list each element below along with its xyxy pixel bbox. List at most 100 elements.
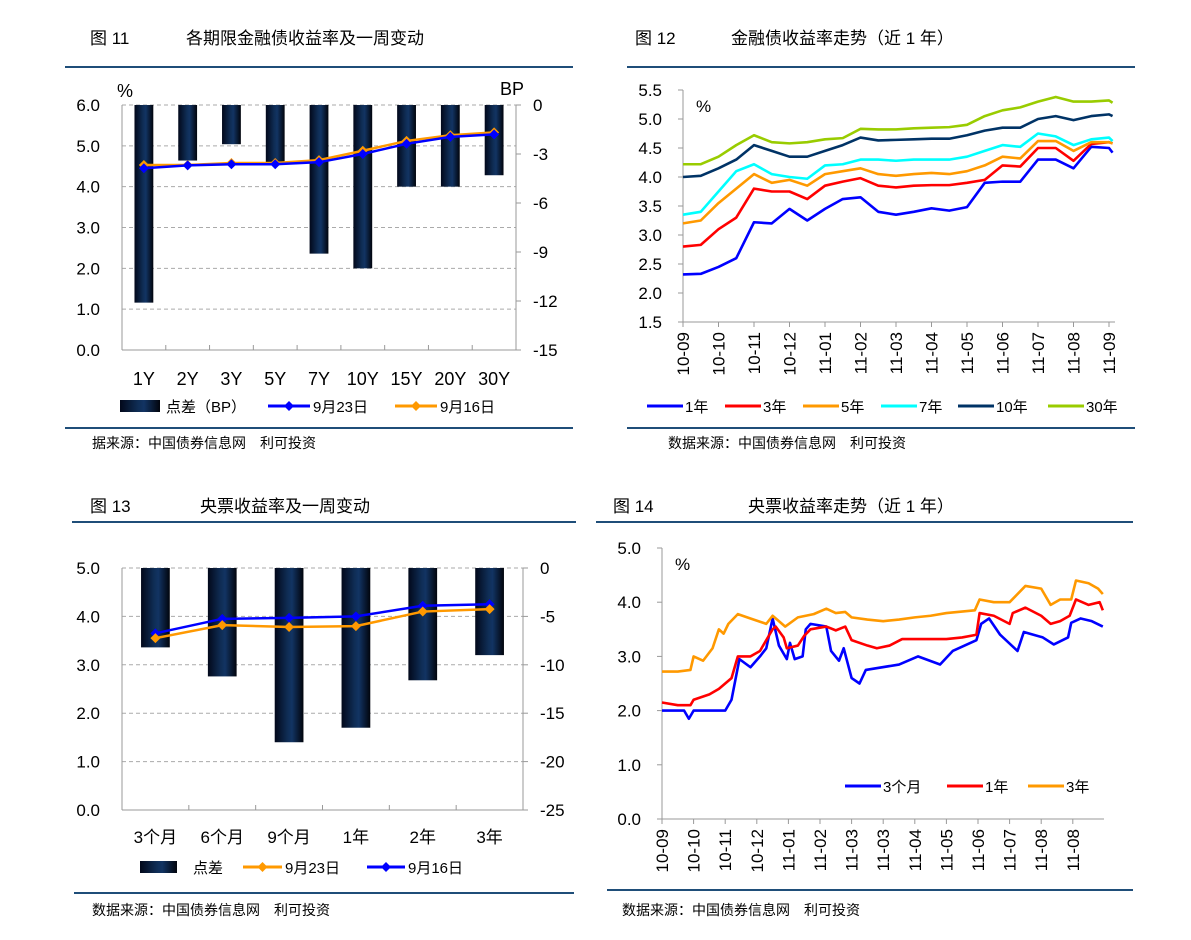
figure-12-source-rule — [627, 427, 1135, 429]
x-tick-label: 10-10 — [710, 332, 729, 375]
figure-11-title: 各期限金融债收益率及一周变动 — [186, 29, 424, 48]
chart-figure-12: 1.5 2.0 2.5 3.0 3.5 4.0 4.5 5.0 5.5% 10-09 10-10 10… — [638, 81, 1119, 416]
data-point-9月23日 — [138, 163, 149, 174]
y-tick-label: 2.0 — [617, 702, 641, 721]
data-point-9月23日 — [226, 159, 237, 170]
y-left-tick-label: 4.0 — [76, 178, 100, 197]
legend-marker — [284, 401, 294, 411]
y-right-tick-label: -6 — [533, 194, 548, 213]
x-tick-label: 3Y — [220, 369, 242, 389]
y-left-tick-label: 4.0 — [76, 607, 100, 626]
legend-marker — [381, 862, 391, 872]
legend-label: 5年 — [841, 399, 864, 416]
figure-12-label: 图 12 — [635, 29, 676, 48]
x-tick-label: 11-03 — [887, 332, 906, 374]
y-right-tick-label: -12 — [533, 292, 558, 311]
figure-13-title: 央票收益率及一周变动 — [200, 497, 370, 516]
data-point-9月23日 — [445, 131, 456, 142]
data-point-9月16日 — [350, 611, 361, 622]
legend-label: 9月23日 — [313, 399, 368, 416]
y-right-tick-label: -10 — [540, 656, 565, 675]
y-tick-label: 2.0 — [638, 284, 662, 303]
y-left-tick-label: 1.0 — [76, 753, 100, 772]
x-tick-label: 10-09 — [674, 332, 693, 375]
series-line-1年 — [682, 145, 1114, 276]
y-left-tick-label: 3.0 — [76, 219, 100, 238]
unit-label: % — [675, 555, 690, 574]
bar-5Y — [265, 105, 285, 164]
data-point-9月23日 — [489, 129, 500, 140]
y-tick-label: 4.0 — [617, 593, 641, 612]
x-tick-label: 10-11 — [716, 829, 735, 871]
data-point-9月23日 — [357, 149, 368, 159]
figure-11-source: 据来源：中国债券信息网 利可投资 — [92, 436, 316, 452]
bar-3Y — [222, 105, 241, 145]
series-line-3年 — [682, 140, 1113, 248]
x-tick-label: 6个月 — [201, 828, 244, 847]
chart-figure-13: 0.0 1.0 2.0 3.0 4.0 5.0 -25 -20 -15 -10 -5 0 3个月 6个月 9… — [76, 559, 564, 877]
y-tick-label: 5.0 — [617, 539, 641, 558]
x-tick-label: 11-08 — [1065, 332, 1084, 374]
legend-marker — [257, 862, 268, 872]
figure-11-source-rule — [65, 427, 573, 429]
figure-11-rule — [65, 66, 573, 68]
data-point-9月23日 — [401, 138, 412, 149]
legend-label: 3年 — [1066, 779, 1089, 796]
left-unit-label: % — [117, 81, 133, 101]
figure-13-source: 数据来源：中国债券信息网 利可投资 — [92, 903, 330, 919]
legend: 点差（BP） 9月23日 9月16日 — [120, 399, 495, 416]
data-point-9月16日 — [284, 612, 295, 623]
bar-2年 — [408, 568, 438, 681]
figure-11-header: 图 11 各期限金融债收益率及一周变动 — [90, 24, 424, 49]
figure-14-source-rule — [607, 889, 1133, 891]
bar-20Y — [440, 105, 460, 187]
data-point-9月23日 — [284, 622, 295, 633]
y-tick-label: 3.0 — [617, 647, 641, 666]
figure-14-title: 央票收益率走势（近 1 年） — [748, 497, 954, 516]
y-right-tick-label: -5 — [540, 607, 555, 626]
data-point-9月23日 — [270, 159, 281, 170]
y-tick-label: 1.0 — [617, 756, 641, 775]
right-unit-label: BP — [500, 79, 524, 99]
data-point-9月23日 — [417, 606, 428, 617]
chart-figure-11: 0.0 1.0 2.0 3.0 4.0 5.0 6.0 -15 -12 -9 -6 -3 0% BP 1Y 2… — [76, 79, 557, 416]
x-tick-label: 5Y — [264, 369, 286, 389]
figure-13-label: 图 13 — [90, 497, 131, 516]
y-right-tick-label: -3 — [533, 145, 548, 164]
y-tick-label: 5.5 — [638, 81, 662, 100]
figure-14-label: 图 14 — [613, 497, 654, 516]
x-tick-label: 2Y — [177, 369, 199, 389]
data-point-9月16日 — [417, 600, 428, 611]
figure-11-label: 图 11 — [90, 29, 130, 48]
data-point-9月23日 — [350, 621, 361, 632]
unit-label: % — [696, 97, 711, 116]
series-line-5年 — [682, 139, 1113, 225]
y-left-tick-label: 5.0 — [76, 559, 100, 578]
x-tick-label: 11-02 — [811, 829, 830, 871]
legend-label: 10年 — [996, 399, 1028, 416]
series-line-3个月 — [662, 617, 1104, 721]
figure-14-header: 图 14 央票收益率走势（近 1 年） — [613, 492, 954, 517]
x-tick-label: 11-05 — [937, 829, 956, 871]
series-line-7年 — [682, 132, 1114, 216]
legend-label: 9月23日 — [285, 860, 340, 877]
y-left-tick-label: 6.0 — [76, 96, 100, 115]
legend-label: 1年 — [685, 399, 708, 416]
x-tick-label: 9个月 — [267, 828, 310, 847]
bar-2Y — [178, 105, 198, 161]
figure-13-header: 图 13 央票收益率及一周变动 — [90, 492, 370, 517]
x-tick-label: 11-03 — [874, 829, 893, 871]
series-line-30年 — [683, 95, 1114, 166]
y-tick-label: 1.5 — [638, 313, 662, 332]
y-tick-label: 5.0 — [638, 110, 662, 129]
x-tick-label: 1年 — [343, 828, 369, 847]
legend-label-bar: 点差 — [193, 860, 223, 877]
y-right-tick-label: 0 — [540, 559, 549, 578]
x-tick-label: 7Y — [308, 369, 330, 389]
bar-1Y — [134, 105, 154, 303]
legend-label: 7年 — [919, 399, 942, 416]
x-tick-label: 11-04 — [906, 829, 925, 871]
figure-12-title: 金融债收益率走势（近 1 年） — [731, 29, 954, 48]
x-tick-label: 11-05 — [958, 332, 977, 374]
figure-12-header: 图 12 金融债收益率走势（近 1 年） — [635, 24, 954, 49]
